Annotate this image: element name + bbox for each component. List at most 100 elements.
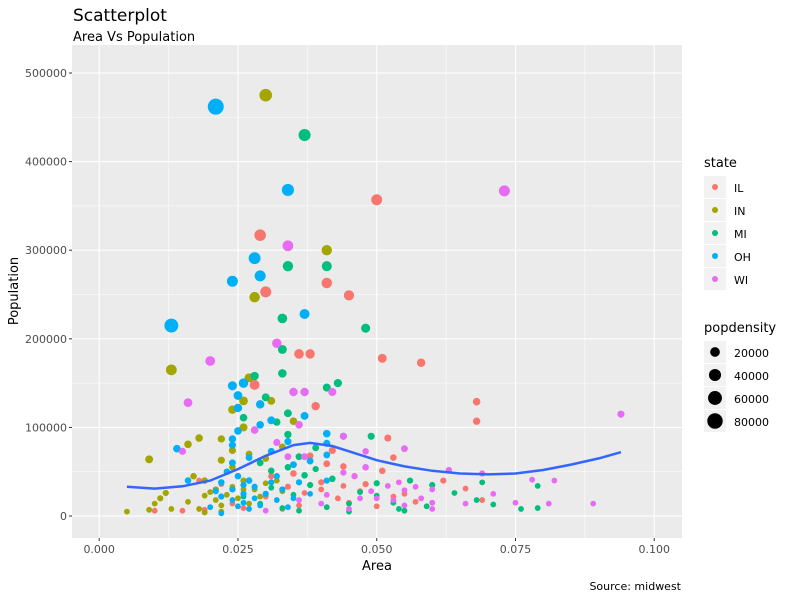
point-mi: [322, 383, 331, 392]
point-il: [472, 397, 481, 406]
point-in: [146, 506, 153, 513]
point-wi: [178, 447, 187, 455]
chart-title: Scatterplot: [73, 6, 167, 26]
point-mi: [451, 490, 458, 496]
point-oh: [295, 479, 303, 486]
data-points: [124, 88, 625, 517]
point-oh: [246, 506, 252, 512]
point-oh: [229, 497, 236, 503]
point-il: [334, 495, 341, 502]
point-oh: [300, 411, 309, 420]
point-wi: [412, 483, 419, 490]
y-tick-label: 0: [60, 510, 67, 523]
point-mi: [301, 471, 308, 479]
caption: Source: midwest: [589, 580, 681, 593]
point-wi: [301, 453, 308, 461]
point-il: [390, 454, 397, 461]
point-il: [462, 485, 469, 492]
point-il: [311, 401, 320, 411]
point-oh: [285, 504, 291, 511]
point-mi: [284, 464, 292, 471]
point-in: [212, 497, 219, 503]
point-oh: [273, 497, 280, 503]
point-wi: [289, 387, 298, 397]
point-in: [223, 491, 230, 498]
point-oh: [245, 454, 253, 461]
point-mi: [333, 378, 342, 388]
point-oh: [268, 479, 275, 486]
point-in: [185, 498, 191, 505]
point-oh: [229, 486, 236, 493]
x-axis-label: Area: [362, 559, 392, 574]
legend-label-il: IL: [734, 182, 744, 195]
point-il: [318, 486, 325, 493]
point-wi: [300, 387, 309, 397]
point-in: [196, 506, 203, 512]
x-tick-label: 0.050: [361, 543, 393, 556]
point-mi: [361, 323, 371, 333]
point-il: [268, 473, 275, 480]
point-wi: [590, 500, 597, 507]
point-il: [284, 483, 292, 490]
point-oh: [235, 503, 241, 510]
point-oh: [251, 483, 258, 490]
point-mi: [307, 481, 314, 489]
x-tick-label: 0.075: [500, 543, 532, 556]
point-oh: [234, 472, 242, 480]
point-il: [340, 463, 347, 470]
point-oh: [273, 473, 280, 480]
point-il: [384, 434, 392, 442]
point-oh: [255, 400, 265, 409]
point-mi: [357, 489, 363, 496]
point-oh: [290, 495, 297, 502]
y-axis-label: Population: [7, 257, 22, 325]
point-in: [151, 500, 158, 507]
point-mi: [298, 128, 311, 142]
legend-label-oh: OH: [734, 251, 751, 264]
point-oh: [248, 252, 261, 265]
point-in: [235, 495, 241, 502]
point-oh: [299, 309, 310, 320]
point-il: [416, 358, 426, 367]
point-oh: [323, 477, 330, 484]
point-wi: [401, 502, 408, 509]
point-wi: [429, 499, 436, 506]
point-mi: [401, 507, 408, 514]
legend-dot-in: [712, 207, 718, 213]
point-oh: [228, 441, 236, 449]
point-wi: [490, 490, 497, 497]
point-in: [168, 506, 175, 512]
point-mi: [479, 479, 486, 486]
y-tick-label: 200000: [25, 333, 67, 346]
point-il: [362, 481, 369, 488]
point-il: [328, 446, 336, 455]
point-in: [246, 500, 252, 507]
point-in: [240, 477, 247, 484]
point-il: [306, 452, 314, 460]
point-wi: [284, 453, 292, 461]
point-in: [157, 495, 164, 502]
point-oh: [322, 429, 331, 438]
legend: state popdensity IL IN MI OH WI 20000 40000 600…: [704, 156, 776, 432]
point-in: [262, 480, 269, 487]
legend-size-label: 40000: [734, 370, 769, 383]
point-oh: [218, 493, 225, 500]
point-in: [184, 440, 192, 449]
point-in: [273, 477, 280, 484]
legend-dot-il: [712, 184, 718, 190]
point-oh: [212, 488, 219, 495]
point-mi: [256, 459, 264, 467]
point-mi: [367, 432, 375, 440]
point-il: [240, 505, 247, 511]
legend-size-dot: [707, 413, 723, 429]
legend-label-mi: MI: [734, 228, 747, 241]
point-wi: [262, 507, 269, 514]
point-mi: [534, 482, 541, 489]
point-oh: [233, 391, 243, 400]
point-il: [301, 490, 308, 496]
legend-size-dot: [708, 368, 722, 382]
point-oh: [251, 495, 258, 502]
point-il: [343, 290, 355, 301]
point-oh: [257, 502, 264, 509]
